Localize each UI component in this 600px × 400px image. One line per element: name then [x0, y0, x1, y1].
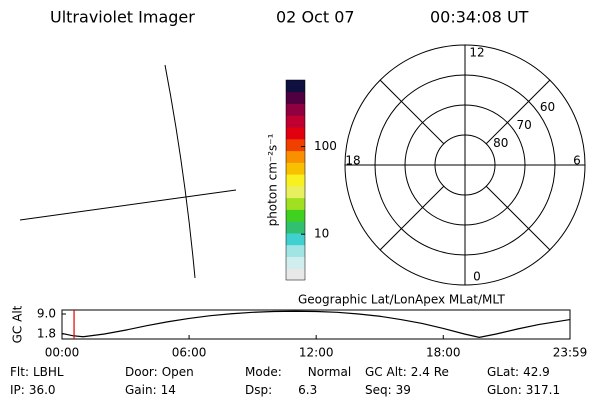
y-tick-label: 1.8 — [37, 327, 56, 341]
colorbar-band — [286, 150, 305, 163]
status-value: 39 — [396, 383, 411, 397]
colorbar-band — [286, 80, 305, 93]
colorbar-band — [286, 209, 305, 222]
time: 00:34:08 UT — [430, 8, 529, 27]
geo-grid-line — [19, 189, 237, 221]
polar-plot: 80 70 60 12 6 18 0 — [344, 44, 586, 286]
polar-ring-label: 80 — [493, 136, 508, 150]
colorbar-band — [286, 162, 305, 175]
y-axis-label: GC Alt — [11, 305, 25, 343]
status-value: LBHL — [33, 365, 64, 379]
polar-mlt-label: 0 — [473, 270, 481, 284]
status-field: Door: Open — [125, 365, 194, 379]
status-value: 14 — [161, 383, 176, 397]
colorbar-tick-label: 10 — [314, 227, 329, 241]
x-tick-label: 18:00 — [426, 346, 461, 360]
x-tick-label: 06:00 — [172, 346, 207, 360]
status-label: IP: — [10, 383, 25, 397]
status-label: Mode: — [245, 365, 282, 379]
altitude-line — [61, 310, 571, 338]
colorbar-band — [286, 221, 305, 234]
status-field: Mode: Normal — [245, 365, 351, 379]
status-field: IP: 36.0 — [10, 383, 56, 397]
colorbar-band — [286, 127, 305, 140]
polar-diagonal — [379, 79, 445, 145]
geo-grid-line — [164, 64, 196, 279]
status-value: 2.4 Re — [411, 365, 449, 379]
map-label: Geographic Lat/Lon — [298, 293, 415, 307]
colorbar: 10 100 photon cm⁻²s⁻¹ — [266, 79, 337, 281]
status-label: Seq: — [365, 383, 392, 397]
status-field: GC Alt: 2.4 Re — [365, 365, 449, 379]
status-field: GLat: 42.9 — [487, 365, 550, 379]
status-value: Open — [162, 365, 194, 379]
colorbar-band — [286, 115, 305, 128]
colorbar-band — [286, 268, 305, 281]
polar-ring — [434, 134, 496, 196]
colorbar-band — [286, 197, 305, 210]
polar-mlt-label: 12 — [469, 46, 484, 60]
date: 02 Oct 07 — [276, 8, 355, 27]
colorbar-band — [286, 138, 305, 152]
colorbar-tick-label: 100 — [314, 139, 337, 153]
status-label: GC Alt: — [365, 365, 407, 379]
status-label: Gain: — [125, 383, 157, 397]
colorbar-band — [286, 244, 305, 257]
title: Ultraviolet Imager — [50, 8, 195, 27]
polar-ring — [374, 74, 556, 256]
colorbar-band — [286, 103, 305, 116]
status-value: 6.3 — [298, 383, 317, 397]
colorbar-frame — [285, 79, 306, 281]
polar-mlt-label: 6 — [573, 154, 581, 168]
x-tick-label: 12:00 — [299, 346, 334, 360]
colorbar-band — [286, 232, 305, 246]
polar-mlt-label: 18 — [345, 154, 360, 168]
altitude-strip: GC Alt 1.8 9.0 00:00 06:00 12:00 18:00 23:59 — [11, 305, 588, 359]
status-value: 42.9 — [523, 365, 550, 379]
status-field: Seq: 39 — [365, 383, 411, 397]
x-tick-label: 00:00 — [45, 346, 80, 360]
status-label: Door: — [125, 365, 158, 379]
polar-diagonal — [379, 185, 445, 251]
status-field: GLon: 317.1 — [487, 383, 560, 397]
status-label: GLon: — [487, 383, 522, 397]
y-tick-label: 9.0 — [37, 307, 56, 321]
status-value: 317.1 — [526, 383, 560, 397]
colorbar-band — [286, 91, 305, 105]
x-tick-label: 23:59 — [553, 346, 588, 360]
status-field: Dsp: 6.3 — [245, 383, 317, 397]
map-label: Apex MLat/MLT — [415, 293, 505, 307]
status-table: Flt: LBHL Door: Open Mode: Normal GC Alt: 2.4 R… — [10, 365, 560, 397]
status-value: Normal — [308, 365, 351, 379]
polar-ring-label: 70 — [516, 118, 531, 132]
status-field: Gain: 14 — [125, 383, 176, 397]
polar-ring — [404, 104, 526, 226]
status-label: Flt: — [10, 365, 29, 379]
status-label: Dsp: — [245, 383, 272, 397]
polar-diagonal — [485, 79, 551, 145]
colorbar-band — [286, 185, 305, 199]
colorbar-label: photon cm⁻²s⁻¹ — [266, 133, 280, 226]
status-label: GLat: — [487, 365, 519, 379]
polar-ring-label: 60 — [540, 100, 555, 114]
colorbar-band — [286, 256, 305, 269]
status-value: 36.0 — [29, 383, 56, 397]
colorbar-band — [286, 174, 305, 187]
status-field: Flt: LBHL — [10, 365, 64, 379]
polar-diagonal — [485, 185, 551, 251]
